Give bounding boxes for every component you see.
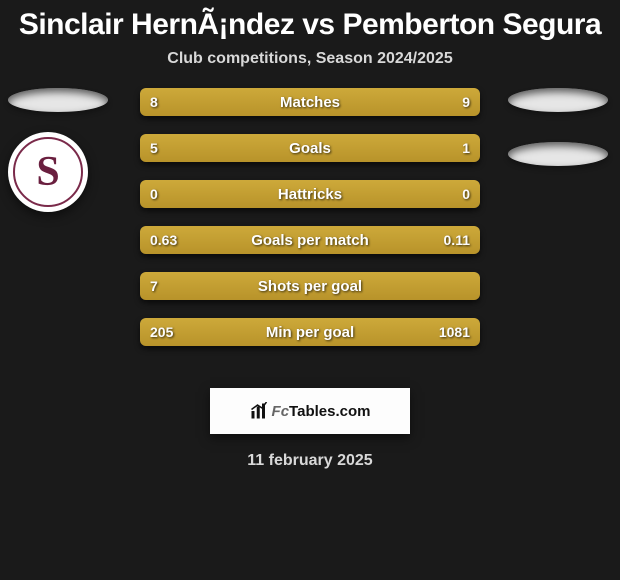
stat-row: 00Hattricks (140, 180, 480, 208)
stat-row: 0.630.11Goals per match (140, 226, 480, 254)
club-logo-ring: S (13, 137, 83, 207)
stats-area: S 89Matches51Goals00Hattricks0.630.11Goa… (0, 88, 620, 368)
stat-value-left: 0 (150, 180, 158, 208)
player-b-photo-placeholder (508, 88, 608, 112)
stat-row: 7Shots per goal (140, 272, 480, 300)
brand-footer[interactable]: FcTables.com (210, 388, 410, 434)
stat-bar-left (140, 134, 402, 162)
right-column (498, 88, 608, 166)
player-a-name: Sinclair HernÃ¡ndez (19, 8, 295, 41)
stat-value-left: 0.63 (150, 226, 177, 254)
player-b-club-placeholder (508, 142, 608, 166)
stat-row: 89Matches (140, 88, 480, 116)
brand-text: FcTables.com (272, 403, 371, 420)
stat-bar-left (140, 226, 429, 254)
club-logo-letter: S (36, 148, 59, 196)
comparison-card: Sinclair HernÃ¡ndez vs Pemberton Segura … (0, 0, 620, 580)
title-sep: vs (294, 8, 342, 41)
stat-bar-left (140, 88, 300, 116)
stat-value-left: 205 (150, 318, 173, 346)
stat-bar-left (140, 272, 480, 300)
stat-row: 2051081Min per goal (140, 318, 480, 346)
player-a-photo-placeholder (8, 88, 108, 112)
stat-value-right: 1081 (439, 318, 470, 346)
stat-value-right: 9 (462, 88, 470, 116)
stat-value-left: 7 (150, 272, 158, 300)
stat-value-left: 8 (150, 88, 158, 116)
brand-suffix: Tables.com (289, 403, 370, 420)
player-b-name: Pemberton Segura (342, 8, 601, 41)
subtitle: Club competitions, Season 2024/2025 (0, 50, 620, 68)
stat-value-left: 5 (150, 134, 158, 162)
stat-bar-right (300, 88, 480, 116)
player-a-club-logo: S (8, 132, 88, 212)
stat-row: 51Goals (140, 134, 480, 162)
stat-value-right: 1 (462, 134, 470, 162)
stat-value-right: 0.11 (444, 226, 470, 254)
stat-value-right: 0 (462, 180, 470, 208)
date-text: 11 february 2025 (0, 452, 620, 470)
stat-bar-right (310, 180, 480, 208)
page-title: Sinclair HernÃ¡ndez vs Pemberton Segura (0, 0, 620, 42)
stat-bar-left (140, 180, 310, 208)
brand-prefix: Fc (272, 403, 290, 420)
chart-icon (250, 402, 268, 420)
stat-bars: 89Matches51Goals00Hattricks0.630.11Goals… (140, 88, 480, 364)
left-column: S (8, 88, 118, 212)
